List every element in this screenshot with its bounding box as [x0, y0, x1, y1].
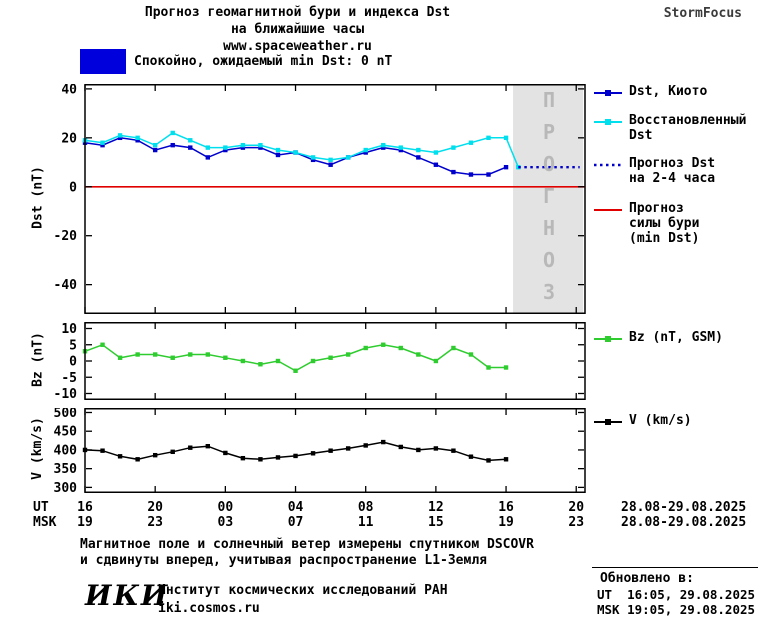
brand-label: StormFocus: [663, 6, 742, 21]
axis-tick: 03: [217, 515, 234, 530]
svg-text:40: 40: [61, 84, 77, 97]
axis-tick: 19: [77, 515, 93, 530]
storm-line-icon: [594, 209, 622, 211]
axis-msk-row: MSK 19 23 03 07 11 15 19 23 28.08-29.08.2025: [25, 515, 760, 530]
legend-bz: Bz (nT, GSM): [593, 330, 723, 345]
dst-panel: 40 20 0 -20 -40 ПРОГНОЗ: [25, 84, 590, 314]
legend-dst-forecast: Прогноз Dst на 2-4 часа: [593, 156, 715, 186]
msk-date-range: 28.08-29.08.2025: [621, 515, 747, 530]
institute-url: iki.cosmos.ru: [158, 601, 260, 616]
legend-label: Восстановленный Dst: [629, 113, 746, 143]
legend-dst-kyoto: Dst, Киото: [593, 84, 707, 99]
storm-level-swatch: [80, 48, 126, 74]
legend-dst-restored: Восстановленный Dst: [593, 113, 746, 143]
header: Прогноз геомагнитной бури и индекса Dst …: [25, 4, 570, 55]
data-source-note-line2: и сдвинуты вперед, учитывая распростране…: [80, 553, 487, 568]
legend-label: Прогноз Dst на 2-4 часа: [629, 156, 715, 186]
bz-chart: 105 0-5-10: [54, 322, 586, 400]
legend-label-line: Dst, Киото: [629, 84, 708, 99]
legend-label-line: Прогноз: [629, 201, 684, 216]
legend-label: Прогноз силы бури (min Dst): [629, 201, 699, 246]
svg-text:450: 450: [54, 425, 78, 440]
v-panel: 500 450 400 350 300: [25, 408, 590, 493]
legend-label: Dst, Киото: [629, 84, 707, 99]
axis-tick: 16: [77, 500, 93, 515]
svg-text:-20: -20: [54, 229, 78, 244]
forecast-dotted-line-icon: [594, 163, 622, 167]
legend-label-line: Bz (nT, GSM): [629, 330, 723, 345]
website-link: www.spaceweather.ru: [223, 39, 372, 54]
legend-label: V (km/s): [629, 413, 692, 428]
svg-text:400: 400: [54, 443, 78, 458]
updated-time-msk: MSK 19:05, 29.08.2025: [597, 602, 756, 617]
axis-tick: 23: [568, 515, 585, 530]
iki-logo: ИКИ: [85, 579, 170, 612]
axis-tick: 16: [498, 500, 514, 515]
axis-tick: 04: [287, 500, 304, 515]
svg-text:500: 500: [54, 408, 78, 421]
svg-text:20: 20: [61, 131, 77, 146]
legend-storm-forecast: Прогноз силы бури (min Dst): [593, 201, 699, 246]
v-line-icon: [594, 419, 622, 425]
axis-tick: 07: [287, 515, 304, 530]
svg-text:0: 0: [69, 355, 77, 370]
legend-label-line: (min Dst): [629, 231, 700, 246]
ut-date-range: 28.08-29.08.2025: [621, 500, 747, 515]
storm-status-text: Спокойно, ожидаемый min Dst: 0 nT: [134, 53, 393, 69]
updated-label: Обновлено в:: [600, 571, 694, 586]
legend-label-line: Прогноз Dst: [629, 156, 716, 171]
svg-text:10: 10: [61, 322, 77, 337]
axis-ut-label: UT: [33, 500, 49, 515]
axis-tick: 00: [217, 500, 234, 515]
v-chart: 500 450 400 350 300: [54, 408, 586, 493]
page-title-line2: на ближайшие часы: [230, 22, 365, 37]
axis-msk-ticks: 19 23 03 07 11 15 19 23: [25, 515, 760, 530]
storm-status: Спокойно, ожидаемый min Dst: 0 nT: [80, 48, 392, 74]
updated-time-ut: UT 16:05, 29.08.2025: [597, 587, 756, 602]
svg-text:350: 350: [54, 462, 78, 477]
legend-label-line: Восстановленный: [629, 113, 747, 128]
dst-chart: 40 20 0 -20 -40: [54, 84, 586, 314]
svg-text:-40: -40: [54, 278, 78, 293]
legend-label: Bz (nT, GSM): [629, 330, 723, 345]
svg-text:0: 0: [69, 180, 77, 195]
axis-tick: 12: [428, 500, 444, 515]
institute-name: Институт космических исследований РАН: [158, 583, 448, 598]
data-source-note-line1: Магнитное поле и солнечный ветер измерен…: [80, 537, 534, 552]
axis-tick: 20: [568, 500, 585, 515]
svg-text:5: 5: [69, 338, 77, 353]
legend-label-line: на 2-4 часа: [629, 171, 716, 186]
axis-tick: 19: [498, 515, 514, 530]
legend-label-line: V (km/s): [629, 413, 692, 428]
axis-ut-row: UT 16 20 00 04 08 12 16 20 28.08-29.08.2025: [25, 500, 760, 515]
axis-tick: 20: [147, 500, 163, 515]
updated-divider: [592, 567, 758, 568]
page-title-line1: Прогноз геомагнитной бури и индекса Dst: [144, 5, 451, 20]
axis-tick: 15: [428, 515, 444, 530]
svg-text:-5: -5: [61, 371, 77, 386]
kyoto-line-icon: [594, 90, 622, 96]
axis-ut-ticks: 16 20 00 04 08 12 16 20: [25, 500, 760, 515]
bz-panel: 10 5 0 -5 -10: [25, 322, 590, 400]
axis-msk-label: MSK: [33, 515, 57, 530]
axis-tick: 11: [357, 515, 374, 530]
axis-tick: 23: [147, 515, 163, 530]
svg-text:-10: -10: [54, 387, 78, 400]
legend-label-line: силы бури: [629, 216, 700, 231]
legend-v: V (km/s): [593, 413, 692, 428]
forecast-watermark: ПРОГНОЗ: [537, 88, 561, 312]
legend-label-line: Dst: [629, 128, 653, 143]
restored-line-icon: [594, 119, 622, 125]
svg-text:300: 300: [54, 481, 78, 493]
bz-line-icon: [594, 336, 622, 342]
axis-tick: 08: [357, 500, 374, 515]
